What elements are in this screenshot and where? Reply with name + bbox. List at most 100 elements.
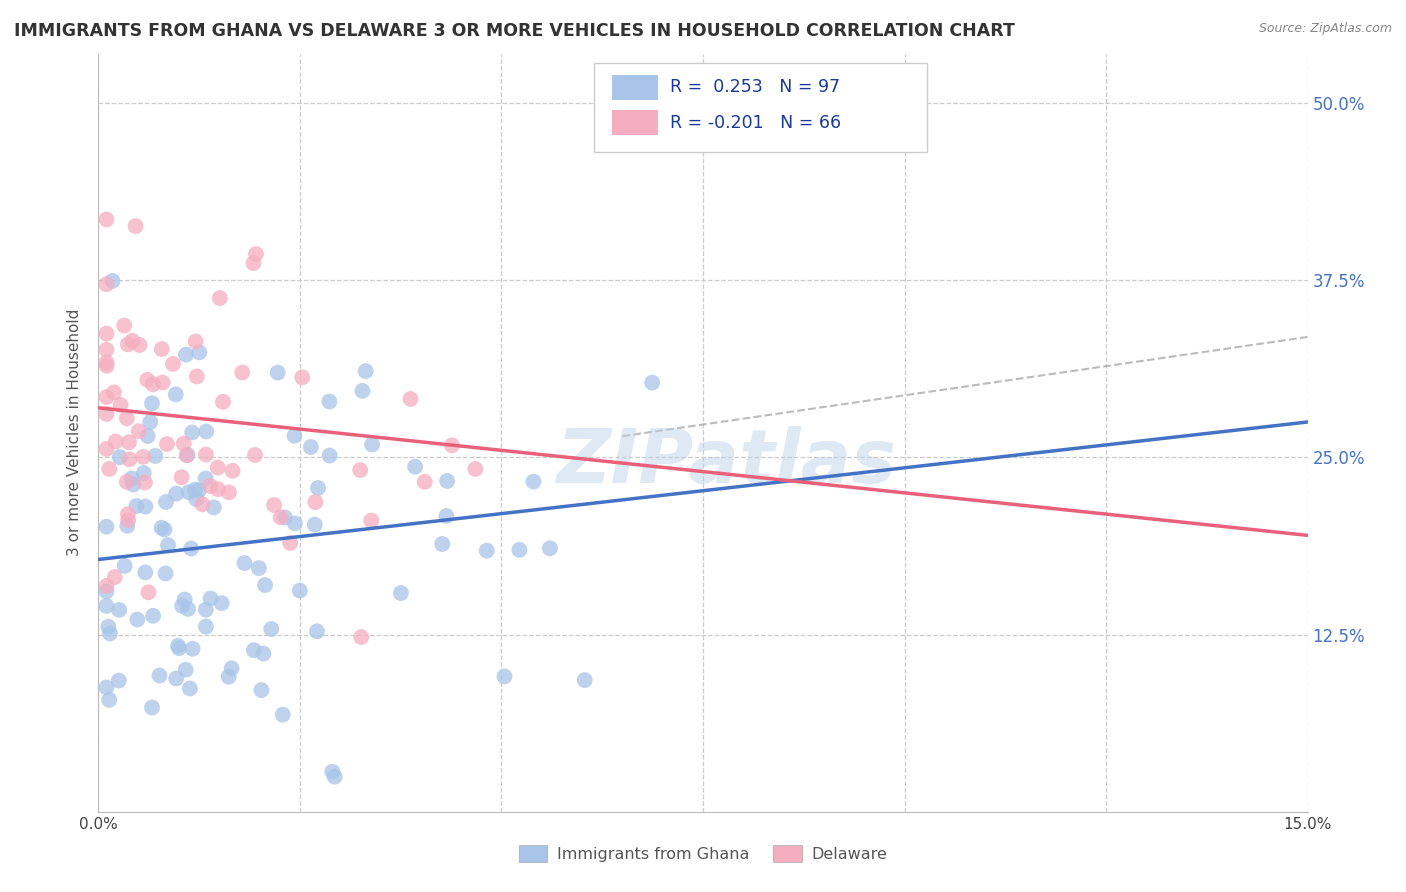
Point — [128, 338, 150, 352]
Point — [271, 707, 294, 722]
Point — [96, 343, 118, 357]
Bar — [613, 75, 658, 100]
Point — [165, 387, 187, 401]
Point — [184, 483, 207, 497]
Point — [208, 291, 231, 305]
Point — [96, 681, 118, 695]
Point — [172, 599, 194, 613]
Text: Source: ZipAtlas.com: Source: ZipAtlas.com — [1258, 22, 1392, 36]
Point — [167, 641, 190, 656]
Point — [108, 673, 131, 688]
Point — [413, 475, 436, 489]
Point — [96, 584, 118, 599]
Point — [96, 359, 118, 373]
Point — [124, 219, 146, 233]
Point — [360, 514, 382, 528]
Point — [494, 669, 516, 683]
Point — [115, 411, 138, 425]
Point — [436, 508, 458, 523]
Point — [138, 585, 160, 599]
Point — [96, 390, 118, 404]
Point — [318, 449, 340, 463]
Point — [101, 274, 124, 288]
Point — [522, 475, 544, 489]
Point — [180, 541, 202, 556]
Point — [179, 681, 201, 696]
Point — [174, 663, 197, 677]
Point — [117, 513, 139, 527]
Point — [117, 507, 139, 521]
Point — [278, 536, 301, 550]
Point — [361, 437, 384, 451]
Point — [127, 613, 149, 627]
Point — [108, 450, 131, 465]
Point — [128, 424, 150, 438]
Point — [243, 643, 266, 657]
Point — [404, 459, 426, 474]
Point — [96, 407, 118, 421]
Point — [152, 376, 174, 390]
Point — [134, 475, 156, 490]
Point — [288, 583, 311, 598]
Point — [136, 429, 159, 443]
Point — [254, 578, 277, 592]
Point — [104, 570, 127, 584]
Point — [165, 672, 187, 686]
Point — [118, 452, 141, 467]
Point — [284, 516, 307, 531]
Point — [267, 366, 290, 380]
Point — [153, 523, 176, 537]
Point — [98, 693, 121, 707]
Point — [305, 624, 328, 639]
Point — [117, 337, 139, 351]
Point — [304, 517, 326, 532]
Point — [218, 670, 240, 684]
Point — [464, 462, 486, 476]
Point — [174, 348, 197, 362]
Text: R =  0.253   N = 97: R = 0.253 N = 97 — [671, 78, 841, 96]
Point — [134, 500, 156, 514]
Point — [167, 639, 190, 653]
Point — [141, 396, 163, 410]
Point — [283, 428, 305, 442]
Point — [121, 334, 143, 348]
Point — [250, 683, 273, 698]
Point — [389, 586, 412, 600]
Point — [188, 483, 211, 498]
Point — [96, 355, 118, 369]
Point — [184, 334, 207, 349]
Point — [96, 442, 118, 456]
Point — [186, 369, 208, 384]
Point — [134, 566, 156, 580]
Point — [115, 475, 138, 489]
Bar — [613, 110, 658, 135]
Point — [114, 558, 136, 573]
Point — [143, 449, 166, 463]
Point — [252, 647, 274, 661]
Point — [243, 448, 266, 462]
Point — [176, 448, 198, 462]
Point — [538, 541, 561, 556]
Point — [188, 345, 211, 359]
Point — [125, 499, 148, 513]
Point — [242, 256, 264, 270]
Point — [349, 463, 371, 477]
Point — [270, 510, 292, 524]
Point — [96, 599, 118, 613]
Point — [207, 482, 229, 496]
Text: ZIPatlas: ZIPatlas — [557, 426, 897, 500]
Point — [181, 425, 204, 440]
Point — [321, 764, 343, 779]
Point — [117, 519, 139, 533]
Point — [221, 464, 243, 478]
Point — [173, 592, 195, 607]
Point — [194, 619, 217, 633]
Point — [162, 357, 184, 371]
Point — [122, 477, 145, 491]
Point — [98, 626, 121, 640]
Point — [194, 471, 217, 485]
Point — [202, 500, 225, 515]
Point — [195, 425, 218, 439]
Point — [318, 394, 340, 409]
Point — [200, 479, 222, 493]
